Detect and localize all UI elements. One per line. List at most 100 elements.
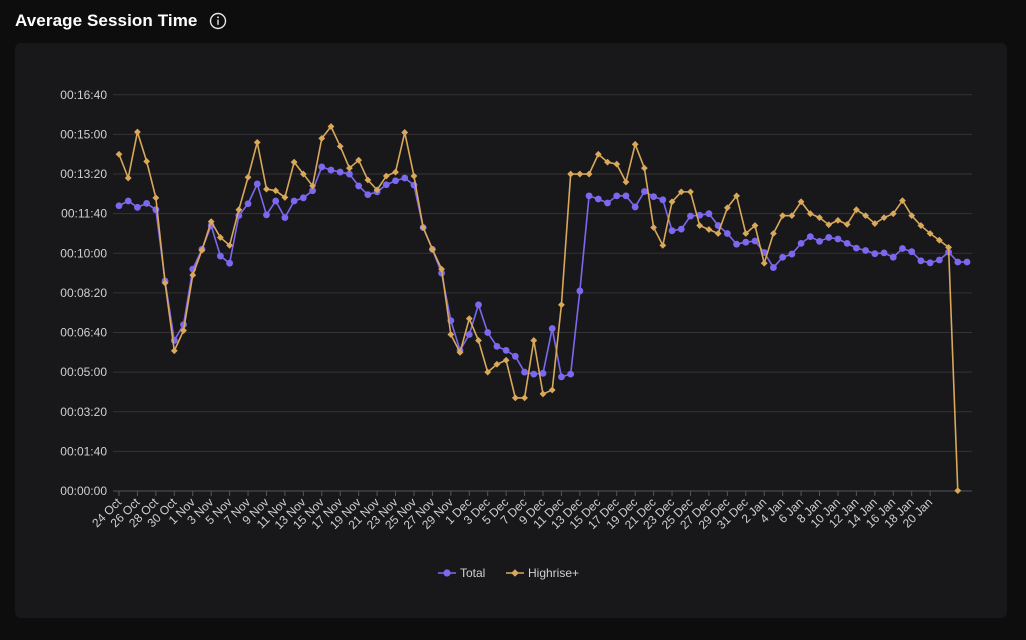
point-total[interactable]: [668, 227, 676, 235]
point-highrise[interactable]: [770, 230, 777, 237]
point-total[interactable]: [567, 370, 575, 378]
point-total[interactable]: [852, 244, 860, 252]
point-highrise[interactable]: [484, 368, 492, 376]
point-highrise[interactable]: [521, 394, 528, 402]
point-highrise[interactable]: [465, 315, 473, 323]
point-highrise[interactable]: [862, 212, 870, 220]
point-highrise[interactable]: [198, 246, 206, 254]
point-highrise[interactable]: [336, 142, 344, 150]
point-highrise[interactable]: [733, 192, 740, 200]
point-highrise[interactable]: [788, 212, 796, 220]
point-total[interactable]: [382, 181, 390, 189]
point-highrise[interactable]: [124, 174, 132, 182]
point-total[interactable]: [613, 192, 621, 200]
point-total[interactable]: [908, 248, 916, 256]
point-highrise[interactable]: [281, 194, 289, 201]
point-highrise[interactable]: [806, 210, 814, 218]
point-total[interactable]: [521, 368, 528, 376]
point-total[interactable]: [263, 211, 270, 219]
point-total[interactable]: [935, 256, 943, 264]
point-highrise[interactable]: [613, 160, 621, 168]
point-total[interactable]: [124, 197, 132, 205]
point-highrise[interactable]: [134, 128, 141, 136]
point-total[interactable]: [281, 214, 289, 222]
point-total[interactable]: [475, 301, 482, 309]
point-highrise[interactable]: [631, 140, 639, 148]
point-highrise[interactable]: [475, 337, 482, 344]
point-total[interactable]: [364, 191, 372, 199]
point-highrise[interactable]: [825, 221, 833, 229]
point-total[interactable]: [622, 192, 630, 200]
point-total[interactable]: [502, 346, 510, 354]
point-total[interactable]: [530, 370, 538, 378]
point-total[interactable]: [963, 258, 971, 266]
point-highrise[interactable]: [834, 217, 842, 224]
point-highrise[interactable]: [705, 226, 713, 233]
point-highrise[interactable]: [585, 170, 593, 178]
point-total[interactable]: [862, 247, 870, 254]
point-total[interactable]: [770, 264, 777, 271]
point-total[interactable]: [825, 234, 833, 241]
point-total[interactable]: [346, 170, 353, 178]
point-highrise[interactable]: [180, 327, 187, 334]
point-total[interactable]: [134, 203, 141, 211]
point-total[interactable]: [954, 258, 962, 266]
point-total[interactable]: [779, 253, 787, 261]
point-highrise[interactable]: [253, 138, 261, 146]
point-total[interactable]: [272, 197, 280, 205]
point-highrise[interactable]: [760, 259, 768, 267]
point-total[interactable]: [926, 259, 934, 267]
point-highrise[interactable]: [373, 186, 381, 194]
point-total[interactable]: [871, 250, 879, 258]
point-total[interactable]: [253, 180, 261, 188]
point-total[interactable]: [677, 225, 685, 233]
point-total[interactable]: [733, 240, 740, 248]
point-total[interactable]: [604, 199, 611, 207]
point-highrise[interactable]: [880, 214, 888, 222]
point-highrise[interactable]: [364, 176, 372, 184]
point-highrise[interactable]: [438, 265, 446, 273]
point-highrise[interactable]: [355, 156, 363, 164]
point-total[interactable]: [327, 166, 335, 174]
point-total[interactable]: [917, 257, 925, 265]
point-highrise[interactable]: [945, 243, 952, 251]
point-highrise[interactable]: [530, 337, 538, 344]
point-highrise[interactable]: [502, 356, 510, 364]
point-highrise[interactable]: [852, 206, 860, 214]
point-highrise[interactable]: [650, 224, 658, 231]
point-total[interactable]: [216, 252, 224, 260]
point-highrise[interactable]: [263, 185, 270, 193]
point-highrise[interactable]: [419, 224, 427, 231]
point-total[interactable]: [723, 230, 731, 237]
point-total[interactable]: [465, 331, 473, 338]
point-highrise[interactable]: [604, 158, 611, 166]
point-total[interactable]: [650, 193, 658, 201]
legend-item-total[interactable]: Total: [438, 566, 485, 580]
point-total[interactable]: [392, 177, 399, 185]
point-highrise[interactable]: [871, 220, 879, 227]
point-total[interactable]: [548, 325, 556, 332]
point-highrise[interactable]: [926, 230, 934, 237]
point-highrise[interactable]: [687, 188, 694, 196]
point-highrise[interactable]: [935, 236, 943, 244]
point-total[interactable]: [585, 192, 593, 200]
point-highrise[interactable]: [723, 204, 731, 212]
point-total[interactable]: [484, 329, 492, 336]
point-highrise[interactable]: [954, 487, 962, 495]
point-highrise[interactable]: [216, 234, 224, 241]
point-highrise[interactable]: [272, 187, 280, 195]
point-highrise[interactable]: [189, 271, 197, 279]
point-highrise[interactable]: [290, 158, 298, 166]
point-highrise[interactable]: [143, 157, 151, 165]
point-total[interactable]: [594, 195, 602, 203]
point-total[interactable]: [640, 188, 648, 195]
point-total[interactable]: [115, 202, 123, 210]
point-total[interactable]: [899, 245, 906, 252]
point-highrise[interactable]: [640, 164, 648, 172]
point-total[interactable]: [797, 239, 805, 247]
point-highrise[interactable]: [714, 230, 722, 237]
point-total[interactable]: [143, 199, 151, 207]
point-total[interactable]: [558, 373, 565, 381]
point-highrise[interactable]: [428, 245, 436, 253]
point-total[interactable]: [290, 197, 298, 205]
